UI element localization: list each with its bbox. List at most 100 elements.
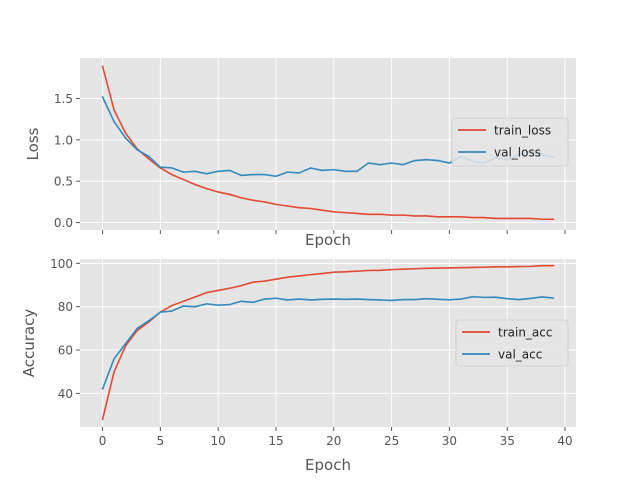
y-tick-label: 1.5 bbox=[54, 92, 73, 106]
train_acc-point bbox=[309, 273, 312, 276]
val_loss-point bbox=[425, 158, 428, 161]
train_acc-point bbox=[483, 266, 485, 269]
val_loss-point bbox=[437, 159, 439, 162]
val_loss-point bbox=[390, 162, 393, 164]
val_loss-point bbox=[101, 96, 104, 98]
val_loss-point bbox=[309, 167, 312, 169]
train_acc-point bbox=[113, 370, 115, 373]
train_loss-point bbox=[298, 206, 300, 209]
train_loss-point bbox=[552, 218, 555, 221]
val_loss-point bbox=[413, 159, 416, 162]
y-tick-label: 100 bbox=[50, 257, 73, 271]
val_acc-point bbox=[171, 310, 173, 312]
val_acc-point bbox=[529, 297, 532, 300]
val_acc-point bbox=[136, 327, 139, 330]
val_acc-point bbox=[101, 388, 104, 390]
val_acc-point bbox=[275, 297, 277, 300]
val_acc-point bbox=[147, 319, 150, 322]
accuracy-y-axis-label: Accuracy bbox=[20, 309, 38, 378]
accuracy-legend: train_acc val_acc bbox=[455, 319, 569, 367]
val_acc-point bbox=[552, 297, 555, 299]
train_acc-point bbox=[460, 266, 462, 269]
x-tick-label: 30 bbox=[442, 434, 457, 448]
train_loss-point bbox=[171, 173, 173, 176]
val_acc-point bbox=[298, 298, 300, 300]
train_acc-point bbox=[205, 291, 208, 294]
train_loss-point bbox=[205, 187, 208, 190]
x-tick-label: 5 bbox=[157, 434, 165, 448]
train_loss-point bbox=[124, 132, 127, 135]
val_loss-point bbox=[136, 148, 139, 151]
train_acc-point bbox=[529, 265, 532, 268]
val_acc-point bbox=[402, 298, 404, 301]
train_loss-point bbox=[494, 217, 497, 220]
train_acc-point bbox=[541, 264, 543, 267]
val_acc-point bbox=[379, 299, 381, 301]
train_loss-point bbox=[483, 216, 485, 219]
val_acc-point bbox=[124, 342, 127, 345]
train_loss-point bbox=[263, 201, 266, 203]
train_loss-point bbox=[194, 183, 196, 186]
val_loss-point bbox=[379, 163, 381, 166]
train_acc-point bbox=[517, 265, 520, 268]
val_acc-point bbox=[344, 298, 347, 301]
train_loss-point bbox=[390, 214, 393, 216]
accuracy-gridlines bbox=[80, 259, 576, 427]
train_loss-point bbox=[413, 215, 416, 217]
val_acc-point bbox=[182, 305, 185, 307]
val_acc-point bbox=[356, 298, 358, 300]
train_acc-point bbox=[228, 287, 231, 290]
train_acc-point bbox=[344, 270, 347, 273]
accuracy-x-axis-label: Epoch bbox=[305, 456, 351, 474]
train_loss-point bbox=[275, 203, 277, 206]
val_loss-point bbox=[344, 170, 347, 173]
val_acc-point bbox=[460, 298, 462, 300]
loss-x-axis-label: Epoch bbox=[305, 231, 351, 249]
train_acc-point bbox=[263, 280, 266, 282]
val_loss-point bbox=[402, 163, 404, 166]
train_acc-point bbox=[240, 284, 243, 287]
train_acc-point bbox=[390, 268, 393, 271]
train_loss-point bbox=[506, 217, 509, 220]
train_loss-point bbox=[240, 196, 243, 199]
train_acc-point bbox=[101, 418, 104, 421]
train_loss-point bbox=[228, 193, 231, 196]
train_acc-point bbox=[552, 264, 555, 267]
val_loss-point bbox=[182, 171, 185, 173]
val_acc-point bbox=[321, 298, 324, 301]
val_acc-point bbox=[390, 299, 393, 302]
x-tick-label: 25 bbox=[384, 434, 399, 448]
x-tick-label: 0 bbox=[99, 434, 107, 448]
val_loss-point bbox=[332, 168, 335, 171]
val_loss-point bbox=[124, 137, 127, 140]
train_loss-point bbox=[332, 211, 335, 213]
train_loss-point bbox=[286, 205, 289, 207]
train_loss-point bbox=[529, 217, 532, 220]
val_acc-point bbox=[286, 299, 289, 301]
loss-y-axis-label: Loss bbox=[24, 127, 42, 160]
train_acc-point bbox=[217, 289, 219, 292]
train_acc-point bbox=[367, 269, 370, 272]
val_loss-point bbox=[321, 169, 324, 172]
val_acc-point bbox=[159, 311, 162, 313]
train_acc-line bbox=[101, 264, 554, 420]
train_acc-point bbox=[506, 266, 509, 268]
x-tick-label: 35 bbox=[500, 434, 515, 448]
train_loss-legend-label: train_loss bbox=[494, 124, 551, 138]
val_acc-point bbox=[228, 303, 231, 306]
train_loss-point bbox=[101, 65, 104, 68]
train_loss-point bbox=[147, 158, 150, 160]
train_acc-point bbox=[425, 267, 428, 270]
val_acc-point bbox=[367, 298, 370, 301]
train_acc-point bbox=[194, 296, 196, 298]
val_acc-point bbox=[437, 298, 439, 301]
val_acc-point bbox=[263, 298, 266, 300]
x-tick-label: 15 bbox=[268, 434, 283, 448]
train_acc-point bbox=[471, 266, 474, 269]
val_acc-point bbox=[471, 295, 474, 298]
val_loss-point bbox=[252, 173, 254, 176]
val_acc-point bbox=[252, 301, 254, 304]
train_acc-point bbox=[402, 268, 404, 270]
accuracy-subplot: 0 5 10 15 20 25 30 35 40 40 60 80 100 Epoch Accuracy… bbox=[20, 257, 576, 474]
